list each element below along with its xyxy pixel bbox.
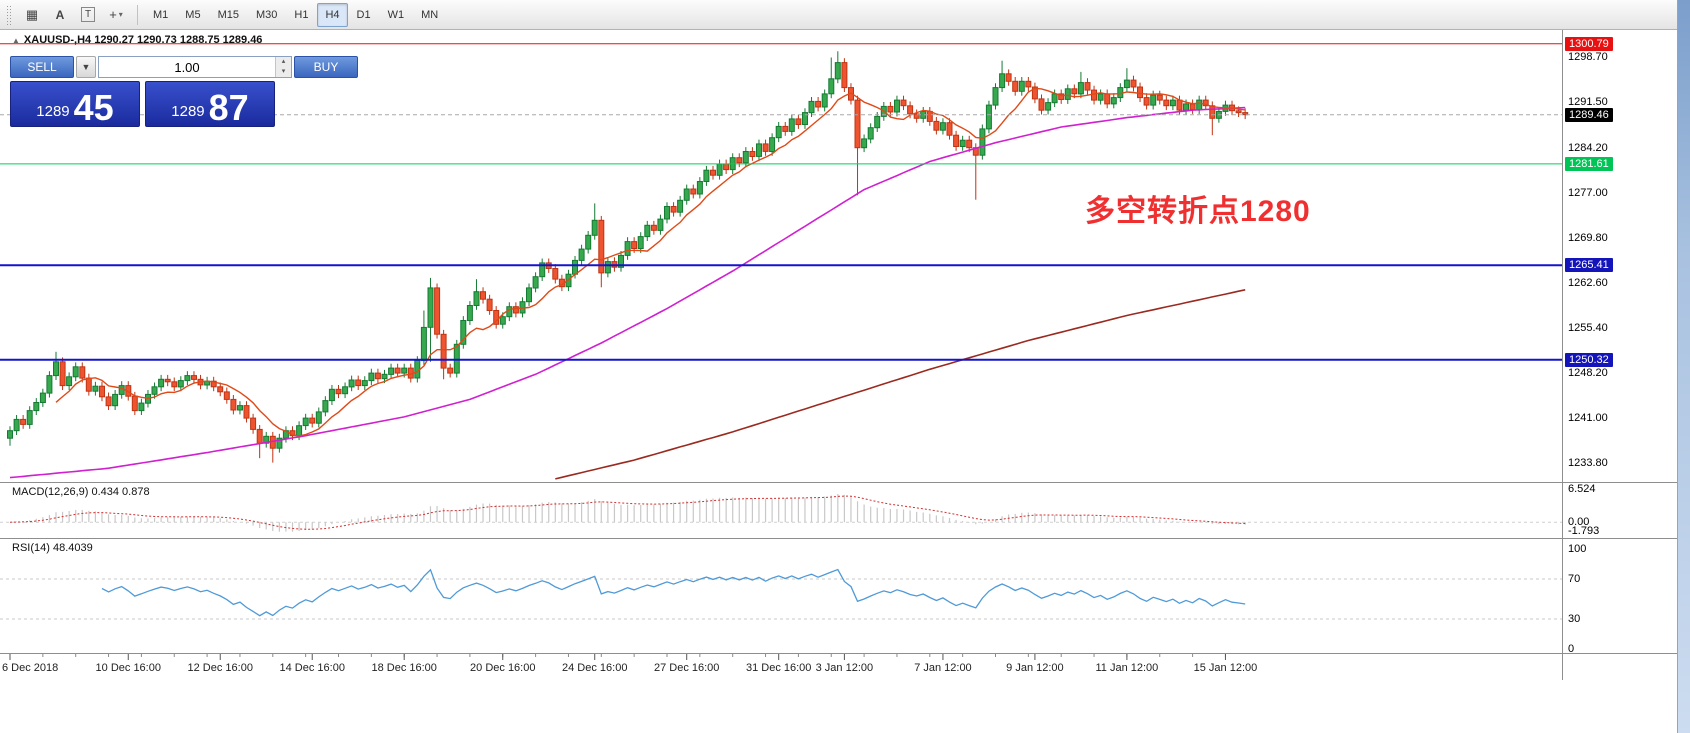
time-label: 15 Jan 12:00 [1193, 662, 1258, 674]
ma-slow-line[interactable] [555, 289, 1246, 480]
chart-toolbar: ▦ A T + ▾ M1 M5 M15 M30 H1 H4 D1 W1 MN [0, 0, 1690, 30]
time-label: 14 Dec 16:00 [279, 662, 345, 674]
time-scale[interactable]: 6 Dec 2018 10 Dec 16:00 12 Dec 16:00 14 Dec… [0, 654, 1562, 680]
macd-tick: 0.00 [1568, 516, 1590, 529]
symbol-marker-icon: ▲ [12, 36, 20, 45]
buy-price-button[interactable]: 1289 87 [145, 81, 275, 127]
volume-spinner: ▴ ▾ [275, 57, 291, 77]
volume-input[interactable] [99, 57, 275, 77]
macd-label: MACD(12,26,9) 0.434 0.878 [12, 486, 150, 498]
pane-separator[interactable] [0, 653, 1690, 654]
price-scale[interactable]: 1298.70 1291.50 1284.20 1277.00 1269.80 1262.… [1563, 30, 1689, 680]
rsi-line [101, 568, 1246, 617]
time-label: 31 Dec 16:00 [745, 662, 812, 674]
text-tool-glyph: T [80, 7, 96, 22]
price-tick: 1241.00 [1568, 412, 1608, 425]
time-label: 12 Dec 16:00 [187, 662, 253, 674]
timeframe-m1[interactable]: M1 [153, 8, 169, 21]
time-label: 20 Dec 16:00 [470, 662, 536, 674]
time-label: 6 Dec 2018 [2, 662, 59, 674]
ma-fast-line[interactable] [55, 87, 1246, 437]
chart-title-text: XAUUSD-,H4 1290.27 1290.73 1288.75 1289.… [23, 34, 263, 46]
price-tick: 1255.40 [1568, 322, 1608, 334]
rsi-tick: 70 [1568, 573, 1581, 585]
chart-type-icon[interactable]: ▦ [25, 6, 39, 22]
rsi-tick: 30 [1568, 613, 1581, 625]
chart-title: ▲ XAUUSD-,H4 1290.27 1290.73 1288.75 1289… [12, 34, 262, 46]
bid-main: 1289 [36, 103, 70, 120]
time-label: 11 Jan 12:00 [1095, 662, 1159, 674]
timeframe-group: M1 M5 M15 M30 H1 H4 D1 W1 MN [145, 2, 447, 27]
rsi-label: RSI(14) 48.4039 [12, 542, 93, 554]
ask-pips: 87 [208, 86, 249, 128]
ma-mid-line[interactable] [9, 106, 1246, 479]
price-tag: 1289.46 [1565, 107, 1613, 122]
buy-button[interactable]: BUY [294, 56, 358, 78]
timeframe-m15[interactable]: M15 [217, 8, 239, 21]
timeframe-m30[interactable]: M30 [255, 8, 278, 21]
price-tag: 1281.61 [1565, 156, 1613, 171]
time-label: 24 Dec 16:00 [562, 662, 628, 674]
time-ticks [9, 654, 1226, 660]
price-tag: 1300.79 [1565, 36, 1613, 51]
order-dropdown-button[interactable]: ▼ [76, 56, 96, 78]
time-label: 9 Jan 12:00 [1006, 662, 1064, 674]
time-label: 7 Jan 12:00 [914, 662, 972, 674]
time-label: 10 Dec 16:00 [95, 662, 161, 674]
price-tick: 1298.70 [1568, 50, 1608, 63]
timeframe-h1[interactable]: H1 [294, 8, 309, 21]
pane-separator[interactable] [0, 482, 1690, 483]
chevron-down-icon: ▼ [81, 62, 91, 72]
price-tick: 1262.60 [1568, 276, 1608, 289]
axis-border [1562, 30, 1563, 680]
oct-controls-row: SELL ▼ ▴ ▾ BUY [10, 56, 358, 78]
rsi-tick: 0 [1568, 643, 1575, 655]
label-a-icon[interactable]: A [55, 7, 65, 22]
sell-button[interactable]: SELL [10, 56, 74, 78]
chevron-down-icon: ▾ [118, 10, 123, 19]
toolbar-separator [137, 4, 138, 25]
window-edge [1677, 0, 1690, 733]
price-tick: 1248.20 [1568, 367, 1608, 380]
chart-window[interactable]: ▲ XAUUSD-,H4 1290.27 1290.73 1288.75 1289… [0, 30, 1690, 733]
price-chart-canvas[interactable] [0, 30, 1562, 482]
price-tick: 1284.20 [1568, 141, 1608, 154]
price-tick: 1233.80 [1568, 457, 1608, 470]
macd-signal-line [9, 495, 1246, 530]
macd-canvas[interactable] [0, 483, 1562, 538]
price-tag: 1250.32 [1565, 352, 1613, 367]
time-label: 3 Jan 12:00 [815, 662, 874, 674]
volume-down-button[interactable]: ▾ [276, 67, 291, 77]
timeframe-d1[interactable]: D1 [356, 8, 371, 21]
text-tool-icon[interactable]: T [75, 3, 101, 27]
macd-tick: -1.793 [1568, 525, 1600, 538]
price-tick: 1291.50 [1568, 96, 1608, 108]
timeframe-w1[interactable]: W1 [387, 8, 405, 21]
crosshair-icon[interactable]: + ▾ [103, 3, 129, 27]
timeframe-h4[interactable]: H4 [317, 2, 348, 27]
rsi-tick: 100 [1568, 543, 1587, 555]
price-tick: 1269.80 [1568, 231, 1608, 244]
pane-separator[interactable] [0, 538, 1690, 539]
timeframe-m5[interactable]: M5 [185, 8, 201, 21]
sell-price-button[interactable]: 1289 45 [10, 81, 140, 127]
toolbar-grip[interactable] [6, 4, 13, 25]
ask-main: 1289 [171, 103, 205, 120]
macd-tick: 6.524 [1568, 483, 1596, 495]
timeframe-mn[interactable]: MN [421, 8, 439, 21]
time-label: 27 Dec 16:00 [653, 662, 720, 674]
volume-up-button[interactable]: ▴ [276, 57, 291, 67]
time-label: 18 Dec 16:00 [371, 662, 437, 674]
chart-annotation: 多空转折点1280 [1085, 195, 1311, 228]
price-tag: 1265.41 [1565, 258, 1613, 273]
bid-pips: 45 [73, 86, 114, 128]
candles [7, 51, 1249, 463]
volume-field: ▴ ▾ [98, 56, 292, 78]
oct-prices-row: 1289 45 1289 87 [10, 81, 275, 127]
rsi-canvas[interactable] [0, 539, 1562, 653]
crosshair-glyph: + [109, 7, 117, 22]
price-tick: 1277.00 [1568, 186, 1608, 199]
